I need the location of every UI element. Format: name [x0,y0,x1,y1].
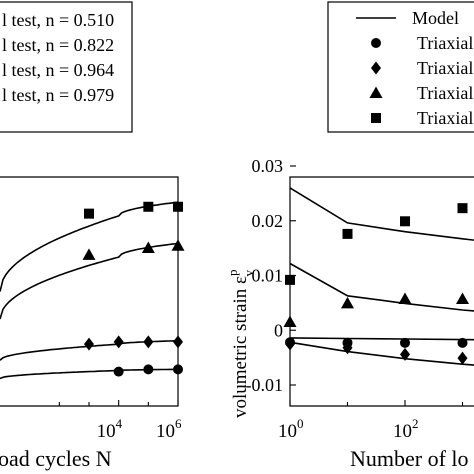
right-x-ticks [289,400,464,406]
right-y-tick-label: 0 [274,320,283,340]
left-point-triangle [171,239,185,251]
right-model-curves [289,187,474,366]
left-x-tick-label: 106 [156,416,182,442]
left-point-circle [173,364,183,375]
right-legend-label: Model [412,8,459,28]
left-legend-label: l test, n = 0.822 [2,35,114,55]
right-x-tick-labels: 100 102 [278,416,419,442]
right-x-axis-label: Number of lo [350,446,469,471]
y-label-symbol: ε [230,276,251,284]
right-model-line-circle [289,337,474,341]
right-point-triangle [283,315,297,328]
right-point-square [457,203,468,214]
right-point-square [342,228,353,239]
left-point-triangle [141,241,155,253]
right-legend-marker-triangle [369,86,383,98]
right-point-circle [400,337,410,348]
left-legend-box [0,1,133,133]
right-legend-label: Triaxial [417,108,473,128]
left-point-circle [113,366,124,377]
left-point-square [143,201,154,212]
right-legend-label: Triaxial [417,83,473,103]
left-point-square [173,201,183,212]
right-legend-entries: Model Triaxial Triaxial Triaxial Triaxial [356,8,473,128]
left-x-axis-label: oad cycles N [0,446,112,471]
y-label-superscript: p [225,269,240,276]
left-legend-entries: l test, n = 0.510 l test, n = 0.822 l test… [2,10,114,105]
right-point-diamond [342,341,353,355]
left-point-square [84,208,94,219]
right-model-line-diamond [289,341,474,366]
right-point-diamond [400,347,410,361]
right-point-triangle [456,292,469,305]
right-y-tick-label: 0.03 [252,156,284,176]
right-y-tick-label: -0.01 [246,375,284,395]
right-legend-marker-diamond [371,61,381,75]
right-panel: -0.01 0 0.01 0.02 0.03 100 102 Number of lo v… [225,1,474,471]
left-point-diamond [143,335,154,349]
left-point-diamond [113,335,124,349]
left-point-circle [143,364,154,375]
right-plot-frame [289,176,474,407]
right-point-diamond [285,337,295,351]
left-legend-label: l test, n = 0.964 [2,60,114,80]
right-y-axis-label: volumetric strain εpv [225,269,256,418]
left-x-tick-labels: 104 106 [97,416,182,442]
right-model-line-square [289,187,474,241]
right-legend-box [327,1,474,133]
right-point-square [285,274,295,285]
left-legend-label: l test, n = 0.979 [2,85,114,105]
right-y-tick-labels: -0.01 0 0.01 0.02 0.03 [246,156,284,395]
left-legend: l test, n = 0.510 l test, n = 0.822 l test… [0,1,133,133]
right-data-points [283,203,469,365]
left-x-tick-label: 104 [97,416,123,442]
right-point-diamond [457,351,468,365]
right-legend-marker-circle [371,38,381,48]
right-legend: Model Triaxial Triaxial Triaxial Triaxial [327,1,474,133]
y-label-subscript: v [241,269,256,276]
right-point-circle [457,337,468,348]
right-point-triangle [398,292,412,305]
left-point-diamond [84,337,94,351]
right-point-triangle [341,296,354,309]
right-model-line-triangle [289,262,474,312]
right-x-tick-label: 100 [278,416,304,442]
left-point-diamond [173,335,183,349]
y-label-text: volumetric strain [230,284,251,418]
left-model-curves [0,201,179,380]
left-point-triangle [82,248,96,260]
left-data-points [82,201,185,377]
right-x-tick-label: 102 [393,416,419,442]
left-x-ticks [58,400,179,406]
right-legend-label: Triaxial [417,33,473,53]
right-legend-label: Triaxial [417,58,473,78]
right-point-square [400,216,410,227]
right-y-tick-label: 0.01 [252,266,284,286]
right-y-tick-label: 0.02 [252,211,284,231]
right-legend-marker-square [371,113,381,123]
left-legend-label: l test, n = 0.510 [2,10,114,30]
